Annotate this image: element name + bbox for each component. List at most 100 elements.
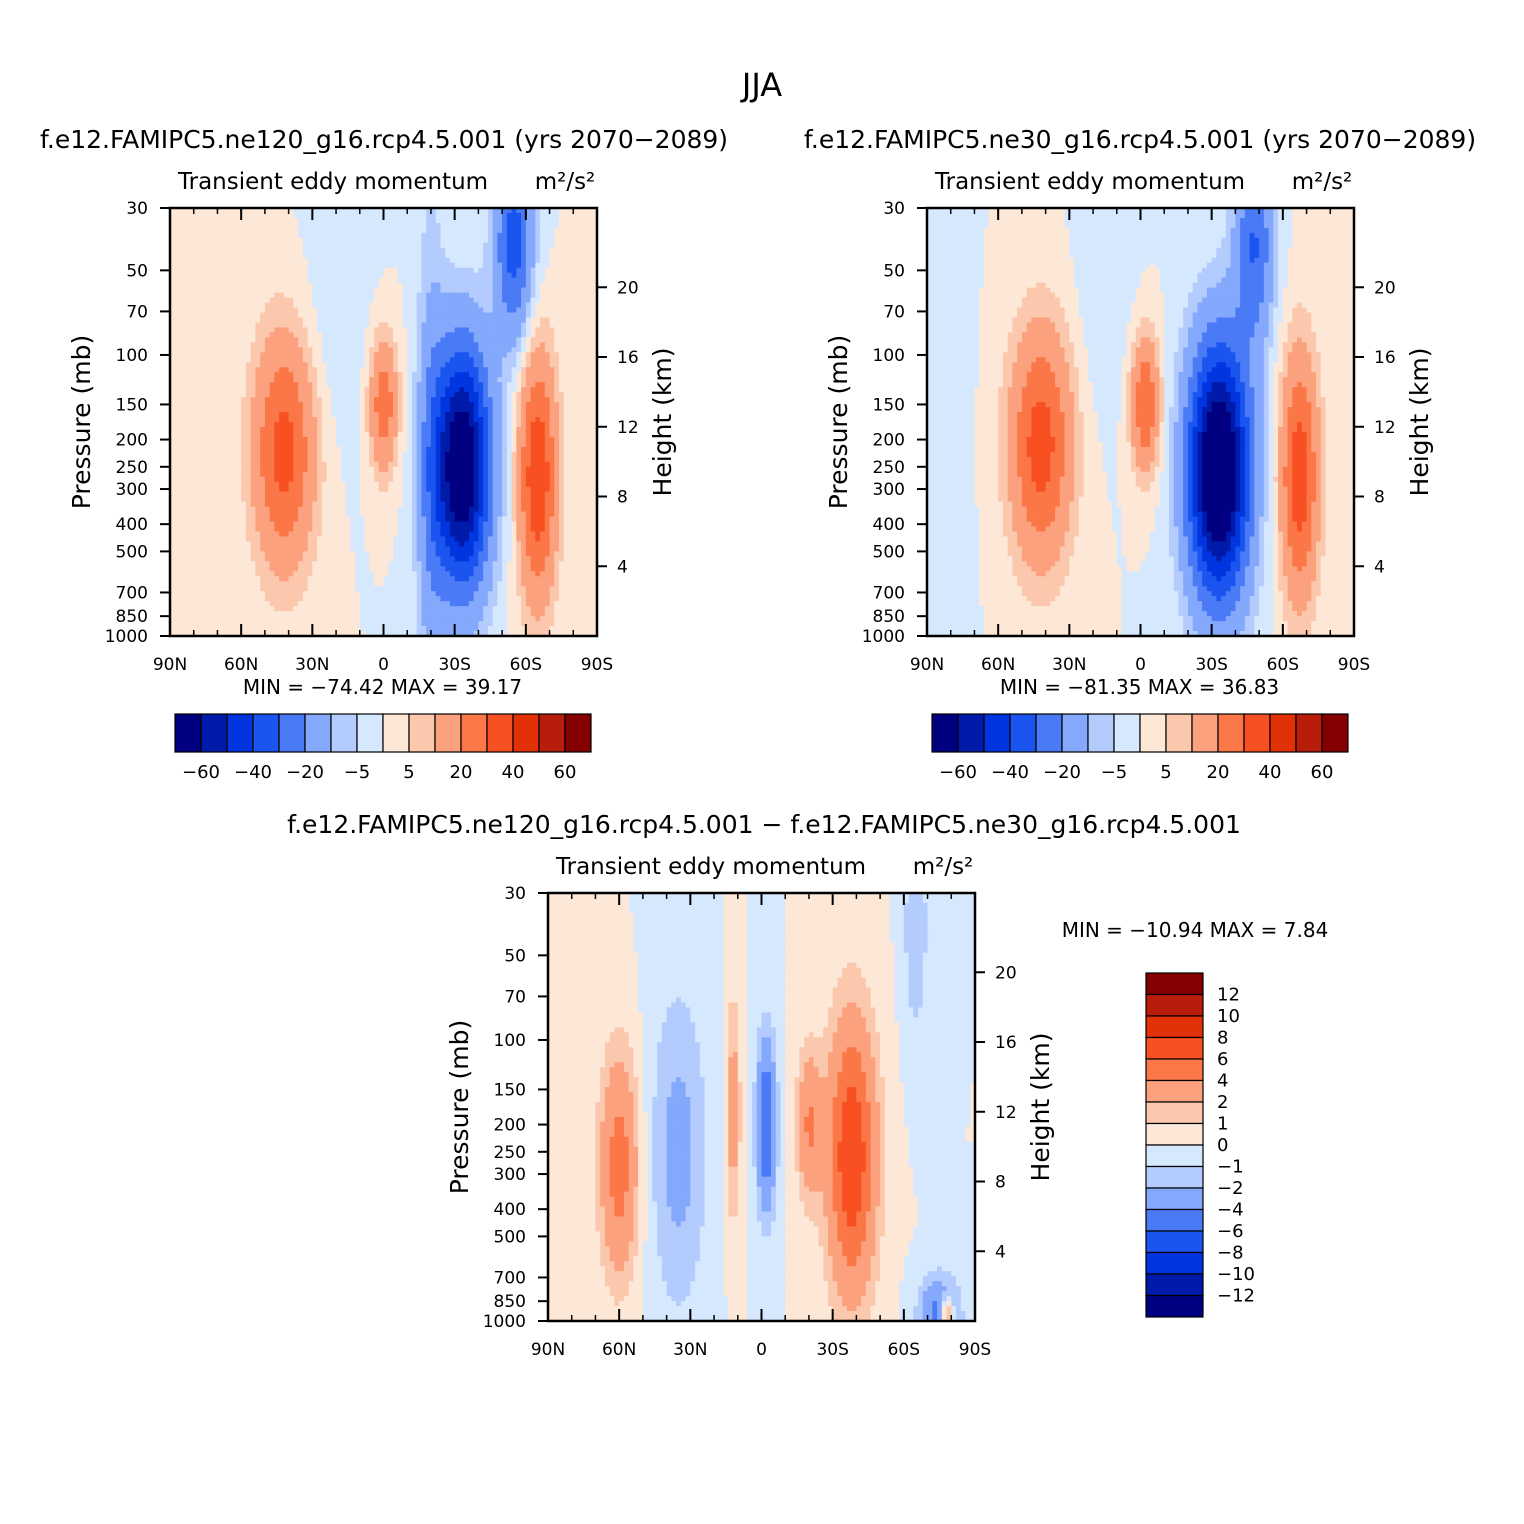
y-tick-label: 200	[116, 431, 148, 451]
units-label: m²/s²	[1292, 169, 1353, 195]
colorbar-label: −10	[1217, 1264, 1255, 1285]
y-tick-label: 850	[873, 607, 905, 627]
colorbar-swatch	[1146, 1016, 1203, 1038]
colorbar-label: −6	[1217, 1221, 1244, 1242]
colorbar-swatch	[1146, 1188, 1203, 1210]
colorbar-swatch	[487, 714, 513, 752]
y-axis-label: Pressure (mb)	[67, 335, 96, 509]
colorbar-swatch	[1146, 1102, 1203, 1124]
y-tick-label: 250	[116, 458, 148, 478]
colorbar-swatch	[1146, 1296, 1203, 1318]
figure-title: JJA	[740, 66, 782, 104]
colorbar-label: 5	[1160, 762, 1171, 783]
y-tick-label: 150	[116, 395, 148, 415]
colorbar-swatch	[1296, 714, 1322, 752]
y-tick-label: 500	[873, 542, 905, 562]
y2-tick-label: 16	[1374, 348, 1396, 368]
y-axis-label: Pressure (mb)	[445, 1020, 474, 1194]
y-tick-label: 1000	[105, 627, 148, 647]
x-tick-label: 30S	[438, 655, 470, 675]
panel-subtitle: Transient eddy momentum	[177, 169, 488, 195]
colorbar-swatch	[1146, 973, 1203, 995]
y2-axis-label: Height (km)	[648, 348, 677, 497]
colorbar-label: −12	[1217, 1286, 1255, 1307]
colorbar-label: 4	[1217, 1071, 1228, 1092]
x-tick-label: 30S	[1195, 655, 1227, 675]
colorbar: −60 −40 −20 −5 5 20 40 60	[932, 714, 1348, 783]
colorbar-label: −4	[1217, 1200, 1244, 1221]
x-tick-label: 30N	[673, 1340, 707, 1360]
y2-tick-label: 8	[1374, 488, 1385, 508]
colorbar: −60 −40 −20 −5 5 20 40 60	[175, 714, 591, 783]
x-tick-label: 0	[756, 1340, 767, 1360]
colorbar-swatch	[1192, 714, 1218, 752]
units-label: m²/s²	[913, 854, 974, 880]
min-max-stats: MIN = −10.94 MAX = 7.84	[1062, 918, 1329, 942]
y2-tick-label: 20	[995, 963, 1017, 983]
colorbar-swatch	[279, 714, 305, 752]
colorbar-label: 2	[1217, 1092, 1228, 1113]
x-tick-label: 60S	[1267, 655, 1299, 675]
colorbar-swatch	[357, 714, 383, 752]
y-tick-label: 100	[116, 346, 148, 366]
colorbar-label: −40	[234, 762, 272, 783]
y2-tick-label: 8	[995, 1173, 1006, 1193]
x-tick-label: 0	[1135, 655, 1146, 675]
colorbar-swatch	[435, 714, 461, 752]
colorbar-swatch	[1146, 1124, 1203, 1146]
colorbar-swatch	[1146, 1081, 1203, 1103]
colorbar-swatch	[1088, 714, 1114, 752]
colorbar-label: −40	[991, 762, 1029, 783]
colorbar-swatch	[1146, 1253, 1203, 1275]
y-tick-label: 500	[494, 1227, 526, 1247]
x-tick-label: 90S	[959, 1340, 991, 1360]
y-tick-label: 700	[494, 1268, 526, 1288]
colorbar-label: 6	[1217, 1049, 1228, 1070]
y-tick-label: 100	[873, 346, 905, 366]
colorbar-swatch	[1036, 714, 1062, 752]
colorbar-swatch	[1146, 1231, 1203, 1253]
y-tick-label: 250	[494, 1143, 526, 1163]
y-tick-label: 400	[873, 515, 905, 535]
y-tick-label: 30	[504, 884, 526, 904]
panel-ne120: f.e12.FAMIPC5.ne120_g16.rcp4.5.001 (yrs …	[40, 125, 728, 783]
colorbar-label: −60	[182, 762, 220, 783]
x-tick-label: 60S	[888, 1340, 920, 1360]
colorbar-swatch	[409, 714, 435, 752]
y-tick-label: 150	[494, 1080, 526, 1100]
y2-axis-label: Height (km)	[1405, 348, 1434, 497]
y-tick-label: 700	[873, 583, 905, 603]
colorbar-label: 60	[554, 762, 577, 783]
y-tick-label: 30	[883, 199, 905, 219]
y-tick-label: 150	[873, 395, 905, 415]
y2-axis-label: Height (km)	[1026, 1033, 1055, 1182]
colorbar-swatch	[1322, 714, 1348, 752]
panel-title: f.e12.FAMIPC5.ne30_g16.rcp4.5.001 (yrs 2…	[804, 125, 1476, 154]
colorbar-label: 10	[1217, 1006, 1240, 1027]
y2-tick-label: 12	[1374, 418, 1396, 438]
colorbar-swatch	[1166, 714, 1192, 752]
y-tick-label: 300	[116, 480, 148, 500]
x-tick-label: 60N	[981, 655, 1015, 675]
min-max-stats: MIN = −74.42 MAX = 39.17	[243, 675, 522, 699]
x-tick-label: 30S	[816, 1340, 848, 1360]
y-tick-label: 300	[873, 480, 905, 500]
y-tick-label: 70	[504, 987, 526, 1007]
colorbar-swatch	[331, 714, 357, 752]
y-tick-label: 30	[126, 199, 148, 219]
y2-tick-label: 20	[1374, 278, 1396, 298]
panel-title: f.e12.FAMIPC5.ne120_g16.rcp4.5.001 − f.e…	[287, 810, 1241, 839]
colorbar-swatch	[1114, 714, 1140, 752]
colorbar-swatch	[253, 714, 279, 752]
y-tick-label: 1000	[862, 627, 905, 647]
colorbar-swatch	[175, 714, 201, 752]
colorbar-swatch	[1146, 995, 1203, 1017]
colorbar-label: 1	[1217, 1114, 1228, 1135]
x-tick-label: 90N	[531, 1340, 565, 1360]
colorbar-swatch	[201, 714, 227, 752]
colorbar-label: 8	[1217, 1028, 1228, 1049]
contour-field	[170, 208, 598, 637]
y2-tick-label: 4	[617, 557, 628, 577]
colorbar-swatch	[305, 714, 331, 752]
